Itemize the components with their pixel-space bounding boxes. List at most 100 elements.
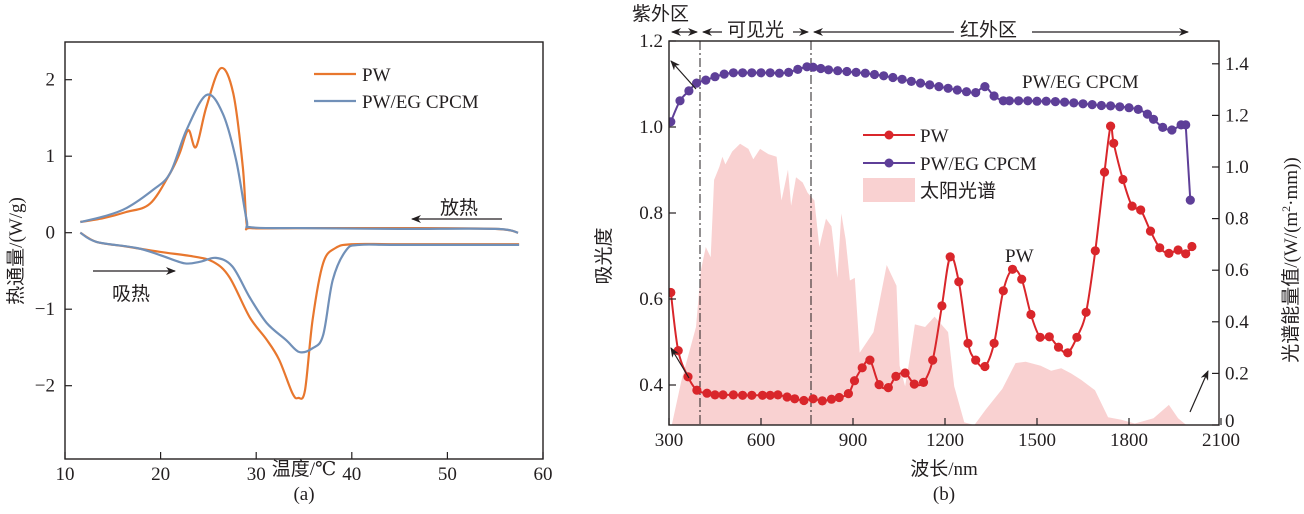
chart-a-caption: (a)	[293, 484, 314, 505]
x-tick-label: 40	[342, 464, 361, 485]
data-point-pw	[954, 277, 964, 287]
data-point-pw-eg-cpcm	[833, 66, 843, 76]
data-point-pw-eg-cpcm	[765, 68, 775, 78]
data-point-pw	[998, 286, 1008, 296]
data-point-pw-eg-cpcm	[1041, 96, 1051, 106]
y-tick-label: 1.2	[639, 31, 663, 52]
data-point-pw-eg-cpcm	[1050, 97, 1060, 107]
data-point-pw-eg-cpcm	[692, 78, 702, 88]
data-point-pw-eg-cpcm	[669, 117, 676, 127]
data-point-pw-eg-cpcm	[961, 87, 972, 97]
x-tick-label: 20	[151, 464, 170, 485]
data-point-pw-eg-cpcm	[1181, 120, 1191, 130]
data-point-pw	[918, 377, 929, 387]
data-point-pw-eg-cpcm	[842, 66, 852, 77]
chart-a-y-axis-title: 热通量/(W/g)	[5, 197, 27, 305]
data-point-pw-eg-cpcm	[1185, 195, 1195, 205]
data-point-pw-eg-cpcm	[897, 74, 907, 84]
x-tick-label: 900	[839, 430, 868, 451]
data-point-pw-eg-cpcm	[925, 80, 935, 90]
x-tick-label: 600	[747, 430, 776, 451]
chart-b-y-axis-title-right: 光谱能量值/(W/(m2·mm))	[1279, 157, 1302, 362]
data-point-pw-eg-cpcm	[869, 69, 880, 80]
data-point-pw-eg-cpcm	[719, 69, 729, 79]
data-point-pw	[1007, 264, 1018, 274]
data-point-pw-eg-cpcm	[808, 62, 818, 72]
y-right-tick-label: 0	[1225, 411, 1235, 432]
chart-b: 300 600 900 1200 1500 1800 2100 0.4 0.6 0.8 1.0 1.…	[593, 3, 1302, 505]
data-point-pw	[669, 287, 676, 298]
data-point-pw	[1026, 309, 1036, 320]
data-point-pw	[945, 252, 955, 262]
data-point-pw	[790, 394, 800, 404]
left-axis-pointer-arrow-icon	[670, 60, 697, 90]
right-axis-pointer-arrow-icon	[1189, 370, 1209, 413]
y-right-tick-label: 1.4	[1225, 54, 1249, 75]
data-point-pw-eg-cpcm	[1106, 101, 1116, 111]
data-point-pw	[718, 390, 728, 400]
data-point-pw-eg-cpcm	[1032, 96, 1042, 106]
data-point-pw	[1118, 174, 1128, 185]
chart-b-series-layer	[669, 62, 1197, 406]
y-tick-label: 1.0	[639, 117, 663, 138]
y-tick-label: 2	[46, 70, 56, 91]
data-point-pw	[1187, 241, 1197, 252]
data-point-pw	[826, 394, 837, 404]
y-tick-label: 0.8	[639, 203, 663, 224]
data-point-pw	[900, 368, 910, 378]
chart-a-x-axis: 10 20 30 40 50 60	[56, 452, 553, 485]
y-tick-label: 0.6	[639, 289, 663, 310]
data-point-pw-eg-cpcm	[1087, 100, 1097, 110]
data-point-pw	[1173, 245, 1183, 255]
data-point-pw-eg-cpcm	[1167, 125, 1177, 135]
y-right-tick-label: 0.6	[1225, 260, 1249, 281]
solar-spectrum-area	[671, 143, 1195, 425]
data-point-pw-eg-cpcm	[1078, 99, 1088, 109]
data-point-pw	[857, 363, 867, 373]
region-label-uv: 紫外区	[632, 3, 689, 25]
data-point-pw	[1081, 307, 1091, 317]
y-tick-label: −1	[35, 299, 55, 320]
annotation-pw-eg-cpcm: PW/EG CPCM	[1022, 72, 1139, 93]
data-point-pw	[1044, 332, 1054, 342]
data-point-pw	[738, 390, 748, 400]
data-point-pw	[1127, 201, 1137, 211]
data-point-pw-eg-cpcm	[851, 67, 861, 77]
data-point-pw-eg-cpcm	[1133, 104, 1143, 114]
series-line-pw-eg-cpcm-heating	[79, 231, 520, 354]
data-point-pw-eg-cpcm	[971, 88, 981, 98]
data-point-pw-eg-cpcm	[701, 75, 711, 85]
data-point-pw	[1072, 332, 1082, 342]
y-tick-label: 0	[46, 223, 56, 244]
data-point-pw-eg-cpcm	[784, 67, 794, 77]
data-point-pw-eg-cpcm	[1004, 96, 1015, 106]
right-title-tail: ·mm))	[1281, 157, 1302, 206]
data-point-pw	[702, 388, 712, 398]
chart-b-legend: PW PW/EG CPCM 太阳光谱	[863, 126, 1037, 202]
chart-a-legend: PW PW/EG CPCM	[314, 65, 479, 113]
x-tick-label: 1800	[1110, 430, 1148, 451]
annotation-endothermic: 吸热	[112, 283, 150, 305]
data-point-pw	[1164, 248, 1174, 258]
region-label-visible: 可见光	[727, 19, 784, 41]
x-tick-label: 1200	[926, 430, 964, 451]
data-point-pw	[1109, 138, 1119, 148]
data-point-pw	[1099, 167, 1110, 177]
data-point-pw-eg-cpcm	[1115, 102, 1125, 112]
y-tick-label: −2	[35, 376, 55, 397]
data-point-pw-eg-cpcm	[823, 65, 834, 75]
data-point-pw	[891, 371, 901, 381]
data-point-pw	[849, 376, 860, 386]
annotation-exothermic: 放热	[440, 197, 478, 219]
data-point-pw-eg-cpcm	[934, 82, 944, 92]
right-title-main: 光谱能量值/(W/(m	[1280, 212, 1302, 363]
data-point-pw	[1053, 342, 1064, 352]
data-point-pw-eg-cpcm	[1158, 122, 1168, 132]
data-point-pw	[773, 390, 783, 400]
x-tick-label: 50	[438, 464, 457, 485]
data-point-pw	[928, 355, 938, 365]
data-point-pw-eg-cpcm	[756, 68, 766, 78]
data-point-pw-eg-cpcm	[860, 68, 870, 78]
data-point-pw-eg-cpcm	[943, 83, 953, 93]
series-line-pw-eg-cpcm-cooling	[80, 93, 519, 234]
